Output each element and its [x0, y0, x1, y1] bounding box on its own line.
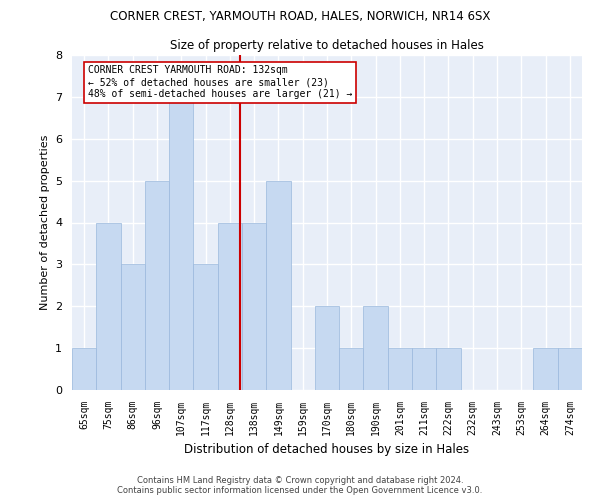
- Text: Contains HM Land Registry data © Crown copyright and database right 2024.
Contai: Contains HM Land Registry data © Crown c…: [118, 476, 482, 495]
- Bar: [72, 348, 96, 390]
- Bar: [96, 222, 121, 390]
- X-axis label: Distribution of detached houses by size in Hales: Distribution of detached houses by size …: [184, 444, 470, 456]
- Y-axis label: Number of detached properties: Number of detached properties: [40, 135, 50, 310]
- Bar: [412, 348, 436, 390]
- Bar: [169, 97, 193, 390]
- Bar: [218, 222, 242, 390]
- Bar: [193, 264, 218, 390]
- Bar: [364, 306, 388, 390]
- Bar: [121, 264, 145, 390]
- Bar: [436, 348, 461, 390]
- Text: CORNER CREST YARMOUTH ROAD: 132sqm
← 52% of detached houses are smaller (23)
48%: CORNER CREST YARMOUTH ROAD: 132sqm ← 52%…: [88, 66, 352, 98]
- Bar: [242, 222, 266, 390]
- Bar: [558, 348, 582, 390]
- Text: CORNER CREST, YARMOUTH ROAD, HALES, NORWICH, NR14 6SX: CORNER CREST, YARMOUTH ROAD, HALES, NORW…: [110, 10, 490, 23]
- Bar: [315, 306, 339, 390]
- Bar: [533, 348, 558, 390]
- Bar: [145, 180, 169, 390]
- Bar: [266, 180, 290, 390]
- Bar: [388, 348, 412, 390]
- Title: Size of property relative to detached houses in Hales: Size of property relative to detached ho…: [170, 40, 484, 52]
- Bar: [339, 348, 364, 390]
